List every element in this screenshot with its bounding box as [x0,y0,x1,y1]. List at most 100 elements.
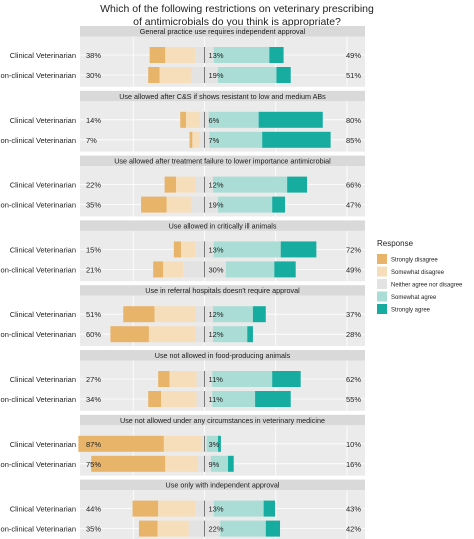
bar-somewhat-agree [212,391,256,407]
row-label: Clinical Veterinarian [10,181,76,190]
bar-strongly-disagree [158,371,170,387]
bar-somewhat-agree [213,176,288,193]
middle-percent-label: 6% [209,116,220,125]
left-percent-label: 15% [86,245,101,254]
bar-somewhat-agree [220,520,266,537]
row-label: Clinical Veterinarian [10,440,76,449]
row-label: Non-clinical Veterinarian [0,395,76,404]
left-percent-label: 38% [86,51,101,60]
panel-title: Use not allowed in food-producing animal… [155,351,291,360]
bar-somewhat-agree [213,500,264,517]
panel-strip [80,285,365,296]
chart-title-line-2: of antimicrobials do you think is approp… [133,16,341,28]
bar-strongly-disagree [78,435,164,452]
right-percent-label: 66% [346,181,361,190]
right-percent-label: 80% [346,116,361,125]
middle-percent-label: 3% [209,440,220,449]
left-percent-label: 22% [86,181,101,190]
panel-title: Use allowed in critically ill animals [169,221,277,230]
panel-strip [80,479,365,491]
bar-strongly-disagree [149,47,166,63]
panel-strip [80,155,365,167]
bar-somewhat-disagree [165,455,199,472]
right-percent-label: 72% [346,245,361,254]
bar-somewhat-agree [213,326,248,343]
panel-strip [80,414,365,426]
middle-percent-label: 9% [209,460,220,469]
row-label: Non-clinical Veterinarian [0,460,76,469]
bar-somewhat-disagree [163,261,184,278]
panel-title: General practice use requires independen… [140,27,306,36]
bar-strongly-agree [263,500,276,517]
bar-somewhat-disagree [169,371,197,387]
legend-label: Somewhat disagree [391,270,445,276]
bar-strongly-disagree [141,196,167,213]
bar-somewhat-agree [213,306,253,323]
panel-strip [80,350,365,361]
left-percent-label: 7% [86,136,97,145]
legend-label: Strongly disagree [391,258,438,264]
middle-percent-label: 12% [209,330,224,339]
legend-label: Neither agree nor disagree [391,283,463,289]
right-percent-label: 62% [346,375,361,384]
right-percent-label: 42% [346,525,361,534]
row-label: Clinical Veterinarian [10,245,76,254]
bar-strongly-disagree [153,261,164,278]
row-label: Non-clinical Veterinarian [0,525,76,534]
middle-percent-label: 7% [209,136,220,145]
bar-somewhat-disagree [180,241,196,258]
bar-strongly-disagree [180,111,186,128]
left-percent-label: 27% [86,375,101,384]
bar-somewhat-agree [225,261,275,278]
bar-somewhat-disagree [165,47,196,63]
middle-percent-label: 13% [209,51,224,60]
bar-somewhat-disagree [192,131,200,148]
row-label: Non-clinical Veterinarian [0,201,76,210]
bar-somewhat-agree [218,67,277,83]
bar-somewhat-agree [218,196,273,213]
left-percent-label: 21% [86,265,101,274]
bar-strongly-agree [287,176,308,193]
bar-strongly-disagree [189,131,193,148]
bar-strongly-agree [228,455,234,472]
right-percent-label: 37% [346,310,361,319]
bar-somewhat-agree [213,241,281,258]
bar-strongly-agree [269,47,284,63]
left-percent-label: 30% [86,71,101,80]
left-percent-label: 75% [86,460,101,469]
legend-swatch [377,291,387,302]
right-percent-label: 10% [346,440,361,449]
left-percent-label: 51% [86,310,101,319]
row-label: Clinical Veterinarian [10,375,76,384]
bar-somewhat-agree [210,455,229,472]
middle-percent-label: 19% [209,201,224,210]
bar-strongly-disagree [110,326,149,343]
middle-percent-label: 13% [209,245,224,254]
bar-strongly-disagree [164,176,176,193]
legend-title: Response [377,239,414,248]
right-percent-label: 49% [346,51,361,60]
right-percent-label: 16% [346,460,361,469]
middle-percent-label: 19% [209,71,224,80]
legend-swatch [377,254,387,264]
panel-title: Use not allowed under any circumstances … [120,416,325,425]
right-percent-label: 85% [346,136,361,145]
row-label: Non-clinical Veterinarian [0,136,76,145]
bar-somewhat-disagree [185,111,201,128]
middle-percent-label: 22% [209,525,224,534]
bar-somewhat-agree [206,435,219,452]
panel-title: Use in referral hospitals doesn't requir… [145,286,300,295]
left-percent-label: 35% [86,201,101,210]
bar-somewhat-disagree [163,435,203,452]
bar-strongly-agree [272,371,301,387]
bar-strongly-disagree [148,67,160,83]
bar-strongly-agree [247,326,253,343]
bar-somewhat-disagree [158,500,196,517]
middle-percent-label: 11% [209,375,224,384]
middle-percent-label: 11% [209,395,224,404]
bar-strongly-disagree [138,520,158,537]
bar-strongly-agree [255,391,291,407]
middle-percent-label: 13% [209,505,224,514]
bar-somewhat-disagree [159,67,191,83]
